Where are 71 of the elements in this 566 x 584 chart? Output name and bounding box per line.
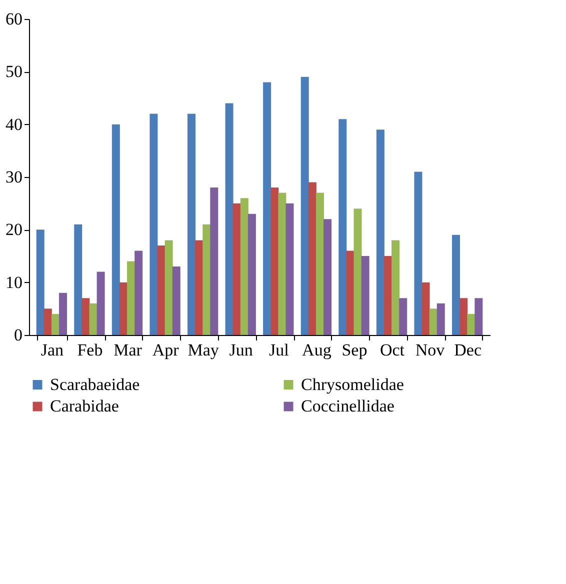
y-tick-label: 50 [6, 62, 22, 82]
bar [134, 250, 143, 335]
bar [270, 188, 279, 335]
bar [96, 272, 105, 335]
bar [286, 203, 294, 335]
bar [436, 303, 445, 335]
bar [467, 314, 476, 335]
x-tick-label: Apr [152, 340, 180, 360]
bar [278, 192, 286, 335]
bar [232, 203, 241, 335]
bar [338, 119, 347, 335]
x-tick-label: Dec [454, 340, 482, 360]
y-tick-label: 30 [6, 168, 22, 186]
legend-label: Scarabaeidae [50, 374, 140, 394]
bar [119, 282, 128, 335]
bar [384, 256, 392, 335]
bar [414, 172, 422, 335]
y-tick-label: 0 [14, 326, 22, 344]
x-tick-label: Jan [40, 340, 64, 360]
bar [300, 76, 309, 335]
y-tick-label: 60 [6, 10, 22, 28]
x-tick-label: Nov [415, 340, 446, 360]
x-tick-label: Feb [77, 340, 103, 360]
x-tick-label: Jun [229, 340, 254, 360]
bar [202, 224, 211, 335]
bar [240, 198, 248, 335]
bar [422, 282, 430, 335]
bar [474, 298, 483, 335]
bar [392, 240, 400, 335]
bar [225, 103, 234, 335]
bar [376, 130, 384, 335]
bar [248, 214, 256, 335]
bar [157, 245, 166, 335]
legend-label: Coccinellidae [301, 396, 394, 416]
bar [361, 256, 370, 335]
bar [308, 182, 316, 335]
bar [316, 192, 324, 335]
x-tick-label: Oct [380, 340, 405, 360]
x-tick-label: Mar [114, 340, 142, 360]
bar [324, 219, 332, 335]
bar [172, 266, 180, 335]
bar [346, 250, 354, 335]
bar [187, 114, 196, 335]
bar [399, 298, 408, 335]
y-tick-label: 20 [6, 220, 22, 240]
bar [354, 208, 362, 335]
bar [59, 292, 68, 335]
bar [210, 188, 218, 335]
x-tick-label: May [188, 340, 220, 360]
legend-label: Carabidae [50, 396, 119, 416]
bar [51, 314, 60, 335]
bar [429, 308, 438, 335]
bar [44, 308, 52, 335]
legend-label: Chrysomelidae [301, 374, 404, 394]
x-tick-label: Sep [342, 340, 368, 360]
bar [195, 240, 204, 335]
bar [452, 234, 460, 335]
bar [263, 82, 272, 335]
x-tick-label: Aug [302, 340, 332, 360]
bar [36, 230, 44, 335]
bar [150, 114, 158, 335]
bar [460, 298, 468, 335]
bar [164, 240, 173, 335]
bar [89, 303, 98, 335]
x-tick-label: Jul [268, 340, 290, 360]
bar [112, 124, 120, 335]
bar [127, 261, 136, 335]
y-tick-label: 40 [6, 114, 22, 134]
bar [82, 298, 90, 335]
y-tick-label: 10 [6, 272, 22, 292]
bar [74, 224, 82, 335]
